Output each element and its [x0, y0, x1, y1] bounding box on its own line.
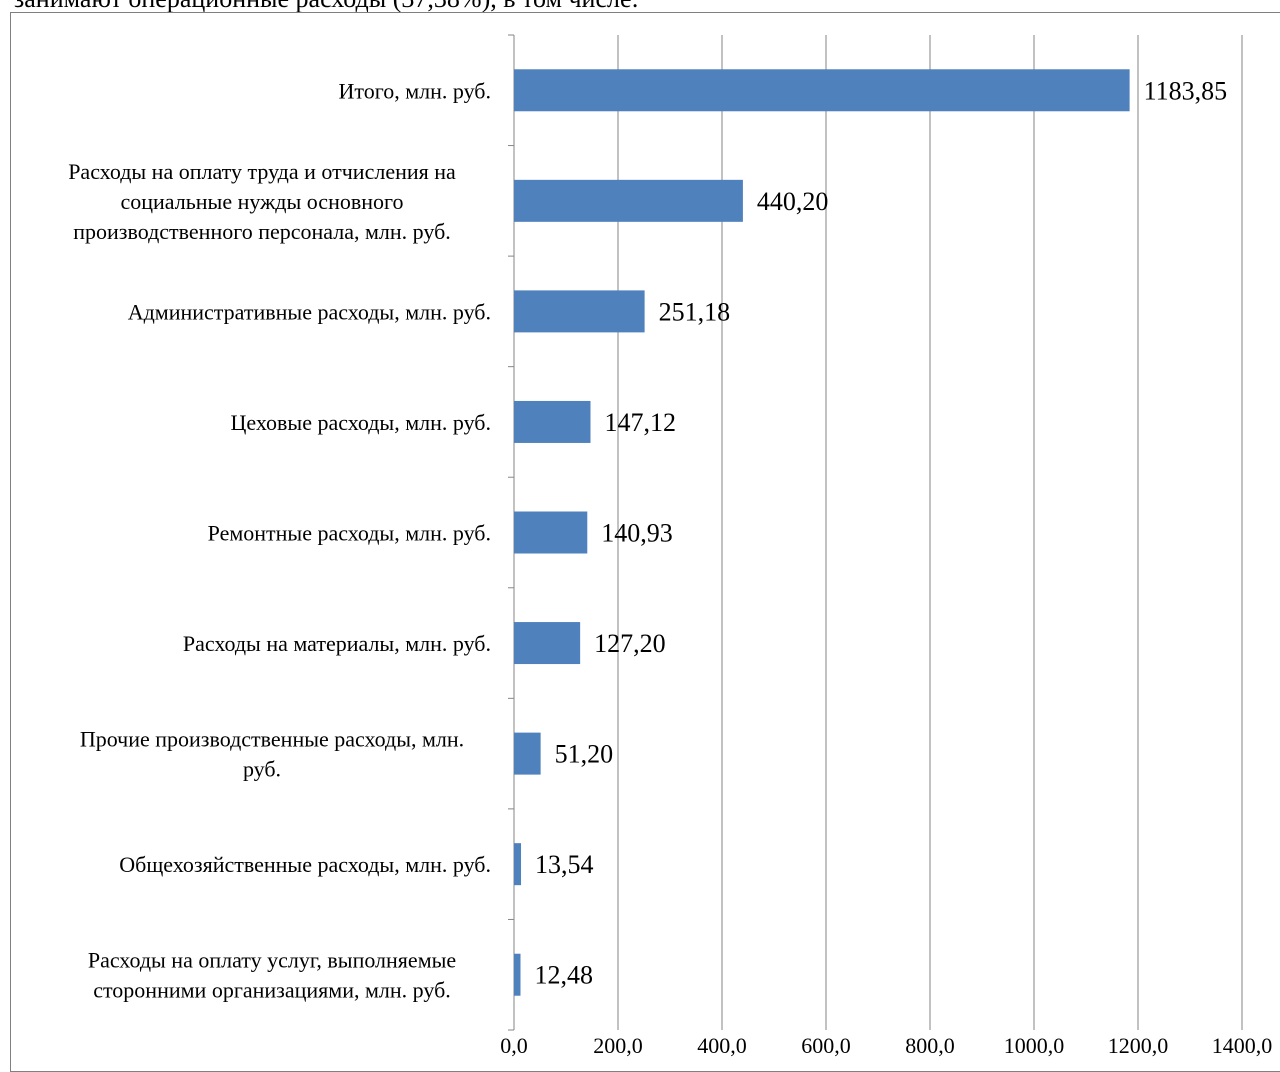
category-label-4-0: Ремонтные расходы, млн. руб.: [208, 521, 491, 546]
category-label-6-1: руб.: [243, 757, 281, 782]
value-label-3: 147,12: [605, 408, 677, 437]
category-label-5-0: Расходы на материалы, млн. руб.: [183, 631, 491, 656]
category-label-8-0: Расходы на оплату услуг, выполняемые: [88, 948, 456, 973]
category-label-7-0: Общехозяйственные расходы, млн. руб.: [119, 852, 491, 877]
x-tick-label-4: 800,0: [905, 1033, 955, 1057]
bar-1: [514, 179, 743, 222]
bar-6: [514, 732, 541, 775]
value-label-8: 12,48: [534, 961, 593, 990]
value-label-2: 251,18: [659, 297, 731, 326]
bar-4: [514, 511, 588, 554]
x-tick-label-6: 1200,0: [1108, 1033, 1169, 1057]
bar-3: [514, 400, 591, 443]
category-label-3-0: Цеховые расходы, млн. руб.: [231, 410, 492, 435]
x-tick-label-0: 0,0: [500, 1033, 528, 1057]
category-label-2-0: Административные расходы, млн. руб.: [128, 299, 491, 324]
value-label-0: 1183,85: [1144, 76, 1228, 105]
category-label-1-2: производственного персонала, млн. руб.: [73, 219, 451, 244]
value-label-5: 127,20: [594, 629, 666, 658]
bar-0: [514, 69, 1130, 112]
category-label-1-1: социальные нужды основного: [121, 189, 404, 214]
category-label-6-0: Прочие производственные расходы, млн.: [80, 727, 464, 752]
bar-5: [514, 622, 581, 665]
x-tick-label-7: 1400,0: [1212, 1033, 1273, 1057]
category-label-8-1: сторонними организациями, млн. руб.: [93, 978, 451, 1003]
x-tick-label-2: 400,0: [697, 1033, 747, 1057]
value-label-1: 440,20: [757, 187, 829, 216]
value-label-7: 13,54: [535, 850, 594, 879]
category-label-0-0: Итого, млн. руб.: [339, 78, 491, 103]
x-tick-label-5: 1000,0: [1004, 1033, 1065, 1057]
x-tick-label-1: 200,0: [593, 1033, 643, 1057]
x-tick-label-3: 600,0: [801, 1033, 851, 1057]
category-label-1-0: Расходы на оплату труда и отчисления на: [68, 159, 456, 184]
value-label-4: 140,93: [601, 519, 673, 548]
bar-8: [514, 953, 521, 996]
bar-7: [514, 843, 522, 886]
value-label-6: 51,20: [555, 740, 614, 769]
document-text-above-chart: занимают операционные расходы (37,38%), …: [14, 0, 639, 14]
bar-2: [514, 290, 645, 333]
